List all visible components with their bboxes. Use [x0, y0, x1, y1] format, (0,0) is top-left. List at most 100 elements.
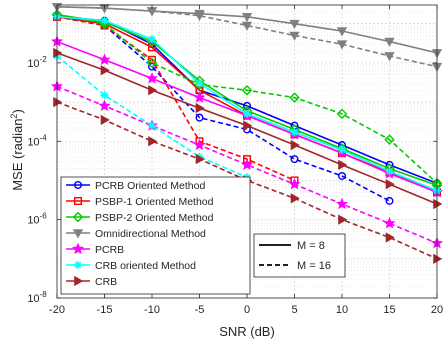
data-point [290, 193, 300, 204]
legend-item: PSBP-1 Oriented Method [66, 196, 214, 208]
data-point [194, 11, 205, 22]
data-point [241, 84, 253, 96]
data-point [289, 92, 300, 103]
y-axis-label: MSE (radian2) [9, 109, 25, 191]
data-point [146, 57, 158, 69]
asterisk-stroke [148, 35, 156, 43]
asterisk-stroke [291, 128, 298, 136]
data-point [98, 53, 111, 65]
data-point [195, 79, 204, 88]
data-point [242, 101, 251, 110]
x-axis-label: SNR (dB) [219, 324, 275, 339]
data-point [195, 113, 204, 122]
data-point [336, 27, 348, 37]
y-tick-label-exponent: -6 [40, 212, 48, 221]
series-legend: PCRB Oriented Method PSBP-1 Oriented Meth… [60, 176, 251, 295]
y-tick-label: 10-8 [27, 290, 47, 305]
data-point [53, 47, 63, 59]
legend-label: PCRB [95, 244, 124, 256]
data-point [335, 197, 349, 210]
data-point [243, 109, 251, 118]
data-point [195, 102, 205, 114]
series-legend-box [60, 176, 251, 295]
asterisk-stroke [243, 110, 251, 118]
y-tick-label-base: 10 [27, 58, 39, 70]
x-tick-label: -5 [195, 304, 205, 316]
linestyle-label: M = 8 [297, 240, 325, 252]
data-point [338, 159, 348, 171]
data-point [148, 136, 158, 147]
series-crb-m8 [53, 47, 443, 210]
legend-label: CRB oriented Method [95, 260, 196, 272]
legend-marker [74, 261, 82, 269]
y-tick-label-base: 10 [27, 215, 39, 227]
legend-item: PCRB Oriented Method [66, 180, 205, 192]
series-crb-m16 [53, 96, 443, 264]
data-point [290, 139, 300, 151]
legend-item: Omnidirectional Method [66, 228, 206, 240]
data-point [290, 155, 299, 164]
data-point [147, 43, 156, 52]
data-point [384, 134, 395, 145]
data-point [145, 72, 159, 84]
data-point [385, 167, 394, 176]
asterisk-stroke [101, 91, 108, 99]
linestyle-legend: M = 8 M = 16 [253, 233, 346, 278]
data-point [383, 217, 396, 229]
data-point [385, 232, 395, 243]
legend-item: CRB [66, 275, 117, 288]
legend-item: PCRB [66, 242, 124, 256]
series-line [56, 5, 438, 68]
y-axis-ticks: 10-810-610-410-2 [27, 55, 437, 305]
data-point [385, 196, 394, 205]
data-point [289, 31, 300, 41]
linestyle-legend-item: M = 16 [259, 260, 331, 272]
legend-label: PSBP-1 Oriented Method [95, 196, 214, 208]
linestyle-legend-box [253, 233, 346, 278]
data-point [193, 91, 206, 103]
data-point [433, 253, 443, 264]
data-point [433, 198, 443, 210]
linestyle-legend-item: M = 8 [259, 240, 325, 252]
data-point [241, 12, 253, 23]
asterisk-stroke [101, 17, 108, 24]
data-point [290, 128, 299, 137]
x-tick-label: -15 [97, 304, 113, 316]
legend-label: PSBP-2 Oriented Method [95, 212, 214, 224]
asterisk-stroke [196, 80, 203, 87]
series-line [56, 16, 390, 202]
data-point [195, 153, 205, 165]
y-tick-label: 10-2 [27, 55, 47, 70]
x-tick-label: 15 [383, 304, 395, 316]
asterisk-stroke [148, 122, 156, 129]
y-tick-label: 10-6 [27, 212, 47, 227]
asterisk-stroke [338, 146, 346, 154]
legend-item: PSBP-2 Oriented Method [66, 211, 214, 224]
data-point [338, 214, 348, 225]
linestyle-label: M = 16 [297, 260, 331, 272]
y-tick-label-exponent: -2 [40, 55, 48, 64]
y-tick-label-base: 10 [27, 136, 39, 148]
data-point [288, 177, 301, 190]
legend-marker [71, 242, 85, 255]
legend-marker [74, 275, 84, 287]
y-axis-label-main: MSE (radian [10, 119, 25, 191]
data-point [336, 108, 348, 120]
data-point [336, 40, 348, 50]
y-tick-label-base: 10 [27, 293, 39, 305]
x-tick-label: 20 [431, 304, 443, 316]
y-tick-label-exponent: -8 [40, 290, 48, 299]
series-line [56, 55, 248, 179]
data-point [243, 120, 253, 131]
data-point [148, 121, 156, 130]
data-point [338, 171, 347, 180]
data-point [289, 19, 300, 30]
data-point [148, 35, 156, 44]
data-point [240, 158, 254, 170]
asterisk-stroke [74, 261, 82, 269]
data-point [241, 21, 253, 31]
data-point [146, 36, 158, 47]
x-tick-label: 5 [291, 304, 297, 316]
x-tick-label: 0 [244, 304, 250, 316]
